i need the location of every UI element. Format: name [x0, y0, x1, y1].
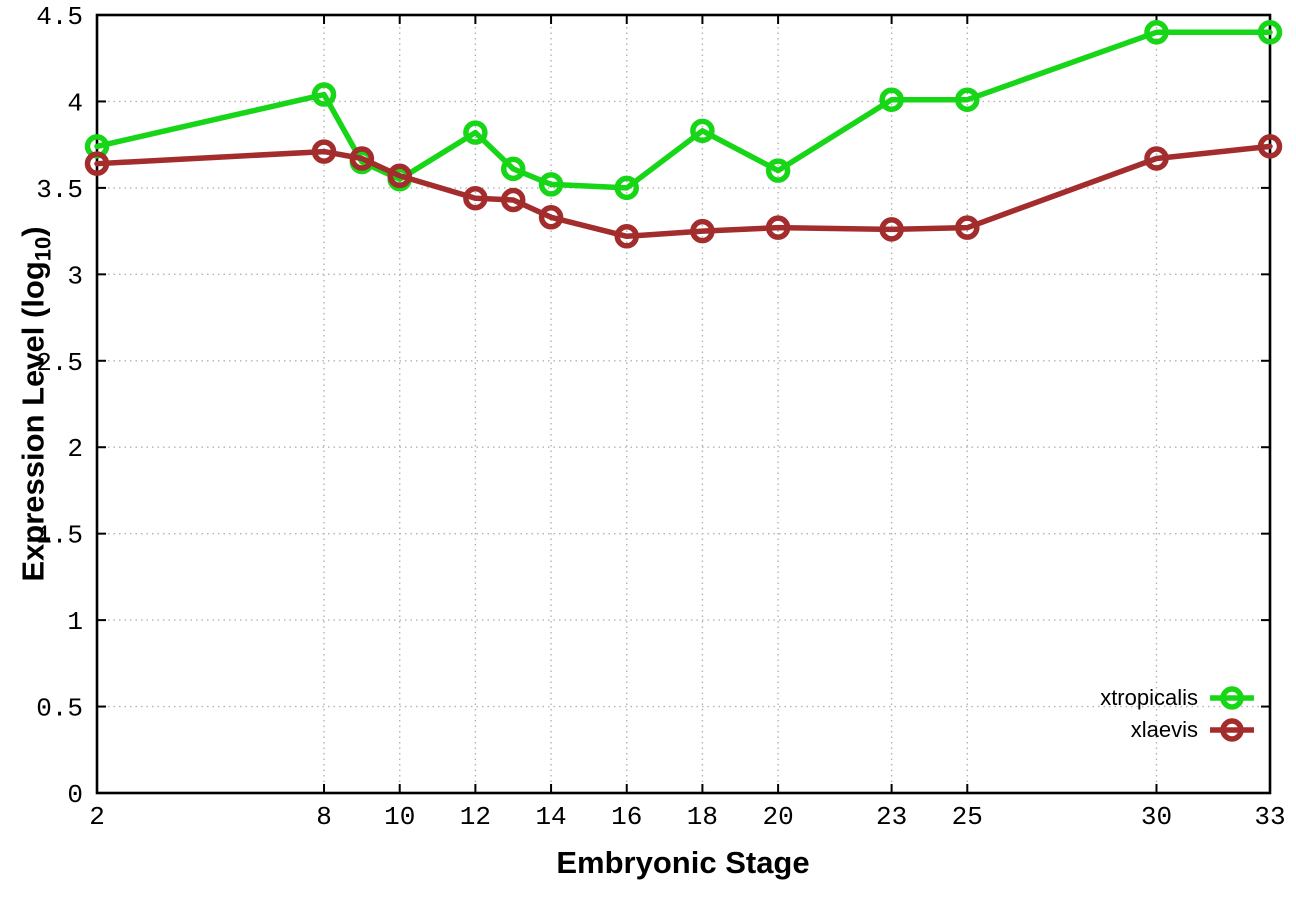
data-point-xlaevis-stage-8: [311, 139, 337, 164]
data-point-xlaevis-stage-14: [538, 205, 564, 230]
x-tick-label-10: 10: [384, 802, 415, 832]
data-point-xlaevis-stage-10: [387, 163, 412, 189]
x-tick-label-23: 23: [876, 802, 907, 832]
legend-entry-xtropicalis: xtropicalis: [1100, 683, 1256, 712]
y-tick-label-4: 4: [67, 88, 83, 118]
data-point-xtropicalis-stage-12: [463, 120, 488, 145]
y-tick-label-2: 2: [67, 434, 83, 464]
data-point-xtropicalis-stage-13: [500, 156, 526, 182]
data-point-xlaevis-stage-13: [500, 187, 526, 213]
legend-marker-xtropicalis-icon: [1210, 685, 1254, 710]
x-tick-label-12: 12: [460, 802, 491, 832]
y-tick-label-0: 0: [67, 780, 83, 810]
x-tick-label-25: 25: [952, 802, 983, 832]
data-point-xtropicalis-stage-8: [311, 82, 337, 107]
x-tick-label-30: 30: [1141, 802, 1172, 832]
series-line-xtropicalis: [94, 29, 1273, 191]
x-tick-label-8: 8: [316, 802, 332, 832]
x-tick-label-2: 2: [89, 802, 105, 832]
data-point-xlaevis-stage-25: [955, 215, 980, 240]
y-axis-title: Expression Level (log10): [15, 226, 56, 581]
legend-marker-xlaevis-icon: [1210, 717, 1254, 742]
legend: xtropicalis xlaevis: [1100, 683, 1256, 744]
x-tick-label-16: 16: [611, 802, 642, 832]
x-tick-label-33: 33: [1254, 802, 1285, 832]
y-axis-title-close: ): [15, 226, 51, 237]
x-tick-label-20: 20: [762, 802, 793, 832]
y-tick-label-3.5: 3.5: [36, 175, 83, 205]
y-tick-label-0.5: 0.5: [36, 694, 83, 724]
legend-entry-xlaevis: xlaevis: [1100, 715, 1256, 744]
data-point-xlaevis-stage-9: [349, 146, 375, 171]
y-tick-label-1.5: 1.5: [36, 521, 83, 551]
data-point-xlaevis-stage-2: [84, 151, 110, 176]
x-tick-label-14: 14: [535, 802, 566, 832]
data-point-xtropicalis-stage-18: [690, 118, 715, 144]
legend-label-xtropicalis: xtropicalis: [1100, 684, 1198, 710]
plot-border: [95, 13, 1272, 795]
y-tick-label-3: 3: [67, 261, 83, 291]
x-axis-title: Embryonic Stage: [556, 845, 810, 880]
y-tick-label-4.5: 4.5: [36, 2, 83, 32]
data-point-xtropicalis-stage-25: [955, 87, 980, 112]
y-axis-title-subscript: 10: [30, 236, 56, 262]
data-point-xlaevis-stage-20: [765, 215, 791, 240]
data-point-xtropicalis-stage-14: [538, 172, 564, 197]
y-axis-title-text: Expression Level (log: [15, 261, 51, 582]
y-tick-label-2.5: 2.5: [36, 348, 83, 378]
x-tick-label-18: 18: [687, 802, 718, 832]
data-point-xlaevis-stage-23: [879, 217, 904, 242]
data-point-xtropicalis-stage-16: [614, 175, 639, 201]
data-point-xtropicalis-stage-23: [879, 87, 904, 112]
data-point-xtropicalis-stage-20: [765, 158, 791, 183]
y-tick-label-1: 1: [67, 607, 83, 637]
data-point-xtropicalis-stage-30: [1144, 20, 1169, 45]
series-line-xlaevis: [94, 143, 1273, 240]
data-point-xlaevis-stage-16: [614, 224, 639, 249]
data-point-xtropicalis-stage-33: [1257, 20, 1283, 45]
data-point-xlaevis-stage-33: [1257, 134, 1283, 159]
legend-label-xlaevis: xlaevis: [1130, 716, 1198, 742]
data-point-xlaevis-stage-18: [690, 218, 715, 244]
data-point-xlaevis-stage-12: [463, 186, 488, 211]
data-point-xlaevis-stage-30: [1144, 146, 1169, 171]
